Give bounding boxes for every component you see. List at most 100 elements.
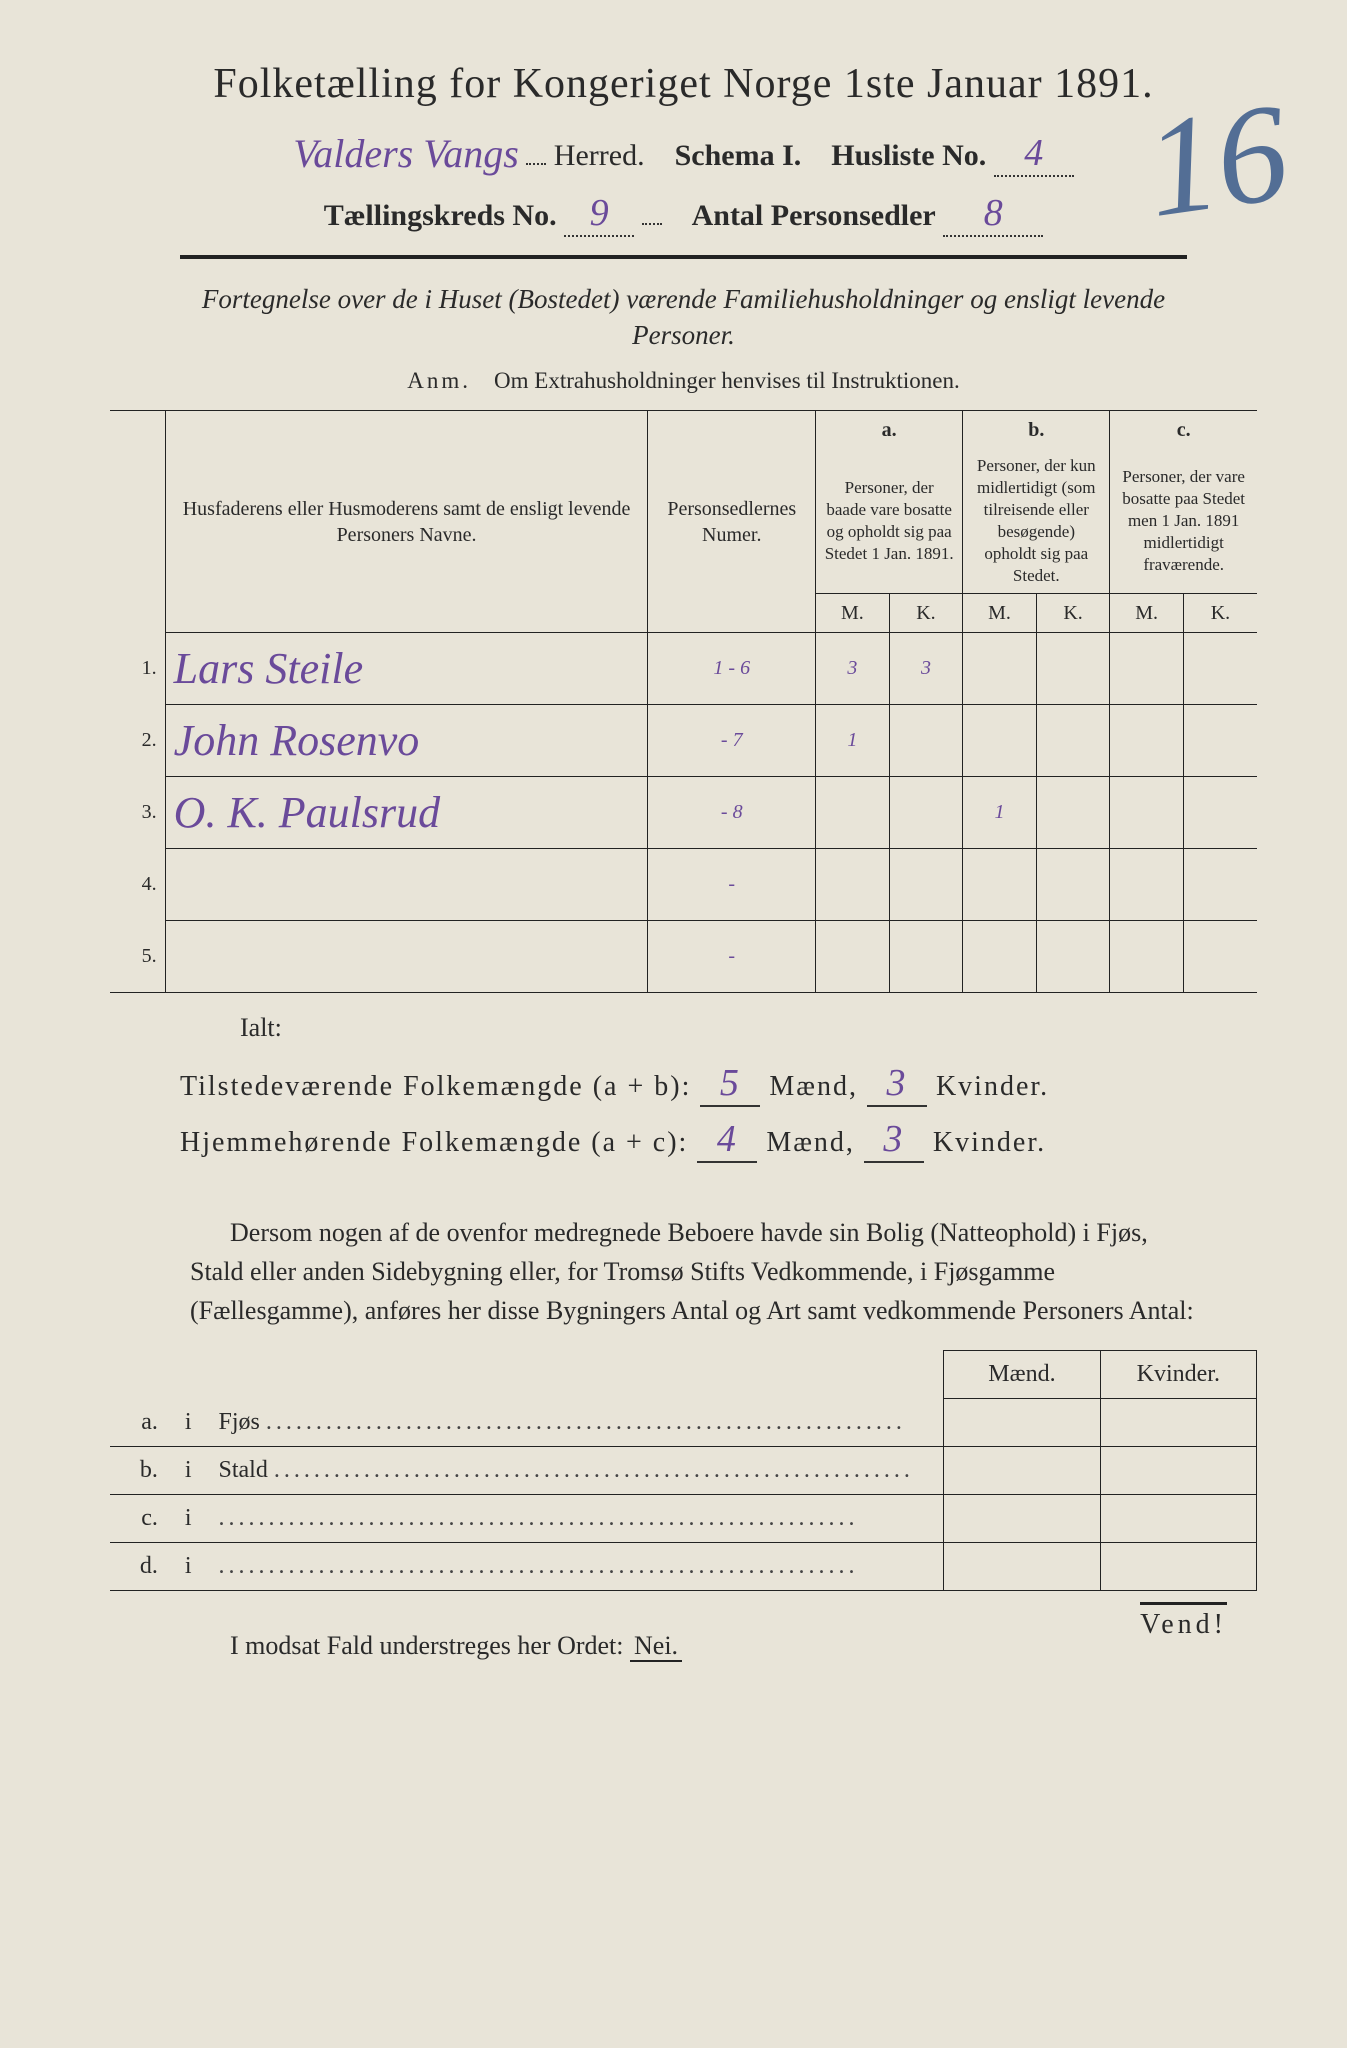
bygning-row: c.i xyxy=(110,1494,1257,1542)
bygning-row: d.i xyxy=(110,1542,1257,1590)
husliste-label: Husliste No. xyxy=(831,139,986,172)
header-line-2: Valders Vangs Herred. Schema I. Husliste… xyxy=(110,128,1257,177)
row-b-m xyxy=(963,705,1037,777)
row-a-m xyxy=(816,849,890,921)
row-a-k xyxy=(889,849,963,921)
col-a-m: M. xyxy=(816,594,890,633)
table-row: 5. - xyxy=(110,921,1257,993)
row-number: 5. xyxy=(110,921,165,993)
hjemme-k: 3 xyxy=(883,1118,904,1160)
col-b-text: Personer, der kun midlertidigt (som tilr… xyxy=(963,449,1110,594)
col-a-label: a. xyxy=(882,419,897,441)
row-name: O. K. Paulsrud xyxy=(165,777,648,849)
husliste-value: 4 xyxy=(1024,132,1043,174)
tilstede-m: 5 xyxy=(720,1062,741,1104)
row-name: Lars Steile xyxy=(165,633,648,705)
row-c-m xyxy=(1110,921,1184,993)
col-b-k: K. xyxy=(1036,594,1110,633)
herred-handwritten: Valders Vangs xyxy=(293,131,519,176)
col-pers-header: Personsedlernes Numer. xyxy=(648,410,816,633)
nei-pre: I modsat Fald understreges her Ordet: xyxy=(230,1631,630,1660)
row-name: John Rosenvo xyxy=(165,705,648,777)
row-pers: - xyxy=(648,921,816,993)
bygning-paragraph: Dersom nogen af de ovenfor medregnede Be… xyxy=(190,1213,1207,1330)
row-b-m: 1 xyxy=(963,777,1037,849)
row-c-m xyxy=(1110,849,1184,921)
byg-row-label: b. xyxy=(110,1446,166,1494)
schema-label: Schema I. xyxy=(675,139,802,172)
row-a-m xyxy=(816,777,890,849)
kreds-value: 9 xyxy=(590,192,609,234)
row-b-m xyxy=(963,849,1037,921)
byg-row-label: a. xyxy=(110,1399,166,1447)
herred-label: Herred. xyxy=(554,139,645,172)
byg-maend-header: Mænd. xyxy=(944,1351,1100,1399)
bygning-table: Mænd. Kvinder. a.iFjøs b.iStald c.i d.i xyxy=(110,1350,1257,1591)
bygning-row: b.iStald xyxy=(110,1446,1257,1494)
byg-row-label: d. xyxy=(110,1542,166,1590)
hjemme-m: 4 xyxy=(717,1118,738,1160)
table-row: 1.Lars Steile1 - 633 xyxy=(110,633,1257,705)
byg-row-type xyxy=(211,1542,944,1590)
byg-row-i: i xyxy=(166,1399,211,1447)
anm-label: Anm. xyxy=(407,368,471,393)
byg-row-k xyxy=(1100,1399,1256,1447)
row-a-k: 3 xyxy=(889,633,963,705)
byg-row-type xyxy=(211,1494,944,1542)
row-name xyxy=(165,849,648,921)
col-c-k: K. xyxy=(1183,594,1257,633)
byg-row-k xyxy=(1100,1446,1256,1494)
subtitle: Fortegnelse over de i Huset (Bostedet) v… xyxy=(170,281,1197,354)
col-a-text: Personer, der baade vare bosatte og opho… xyxy=(816,449,963,594)
kvinder-label-2: Kvinder. xyxy=(933,1127,1046,1158)
byg-row-k xyxy=(1100,1542,1256,1590)
byg-row-type: Stald xyxy=(211,1446,944,1494)
row-c-m xyxy=(1110,705,1184,777)
row-pers: 1 - 6 xyxy=(648,633,816,705)
byg-row-m xyxy=(944,1494,1100,1542)
maend-label-2: Mænd, xyxy=(766,1127,855,1158)
row-c-k xyxy=(1183,633,1257,705)
row-c-k xyxy=(1183,705,1257,777)
row-a-k xyxy=(889,777,963,849)
row-b-m xyxy=(963,921,1037,993)
tilstede-k: 3 xyxy=(886,1062,907,1104)
antal-value: 8 xyxy=(984,192,1003,234)
row-number: 2. xyxy=(110,705,165,777)
row-c-k xyxy=(1183,849,1257,921)
row-b-k xyxy=(1036,777,1110,849)
row-a-k xyxy=(889,921,963,993)
byg-kvinder-header: Kvinder. xyxy=(1100,1351,1256,1399)
bygning-row: a.iFjøs xyxy=(110,1399,1257,1447)
header-line-3: Tællingskreds No. 9 Antal Personsedler 8 xyxy=(110,191,1257,237)
row-c-k xyxy=(1183,777,1257,849)
byg-row-k xyxy=(1100,1494,1256,1542)
row-pers: - xyxy=(648,849,816,921)
large-annotation-mark: 16 xyxy=(1136,71,1297,250)
row-c-m xyxy=(1110,633,1184,705)
row-b-m xyxy=(963,633,1037,705)
row-b-k xyxy=(1036,633,1110,705)
anm-line: Anm. Om Extrahusholdninger henvises til … xyxy=(110,368,1257,394)
row-a-m: 3 xyxy=(816,633,890,705)
byg-row-m xyxy=(944,1399,1100,1447)
row-number: 3. xyxy=(110,777,165,849)
byg-row-type: Fjøs xyxy=(211,1399,944,1447)
col-c-text: Personer, der vare bosatte paa Stedet me… xyxy=(1110,449,1257,594)
tilstede-label: Tilstedeværende Folkemængde (a + b): xyxy=(180,1071,691,1102)
nei-line: I modsat Fald understreges her Ordet: Ne… xyxy=(230,1631,1257,1661)
kvinder-label: Kvinder. xyxy=(936,1071,1049,1102)
vend-label: Vend! xyxy=(1140,1602,1227,1641)
table-row: 3.O. K. Paulsrud- 81 xyxy=(110,777,1257,849)
row-a-m xyxy=(816,921,890,993)
row-b-k xyxy=(1036,705,1110,777)
row-pers: - 7 xyxy=(648,705,816,777)
nei-word: Nei. xyxy=(630,1631,682,1662)
col-b-m: M. xyxy=(963,594,1037,633)
col-name-header: Husfaderens eller Husmoderens samt de en… xyxy=(165,410,648,633)
ialt-label: Ialt: xyxy=(240,1013,1257,1043)
page-title: Folketælling for Kongeriget Norge 1ste J… xyxy=(110,60,1257,108)
row-b-k xyxy=(1036,921,1110,993)
table-row: 2.John Rosenvo- 71 xyxy=(110,705,1257,777)
col-c-m: M. xyxy=(1110,594,1184,633)
